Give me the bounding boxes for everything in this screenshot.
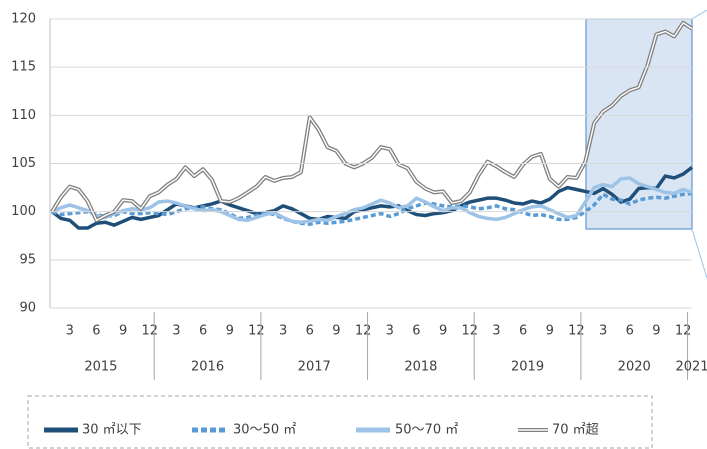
x-tick-label: 9 xyxy=(546,324,554,339)
year-label: 2017 xyxy=(298,360,331,375)
x-tick-label: 3 xyxy=(386,324,394,339)
x-tick-label: 9 xyxy=(119,324,127,339)
x-tick-label: 6 xyxy=(92,324,100,339)
series-line xyxy=(51,176,693,225)
y-tick-label: 120 xyxy=(11,12,36,27)
zoom-line xyxy=(691,9,707,20)
x-tick-label: 6 xyxy=(519,324,527,339)
x-tick-label: 12 xyxy=(248,324,265,339)
y-tick-label: 105 xyxy=(11,156,36,171)
x-tick-label: 9 xyxy=(652,324,660,339)
year-label: 2019 xyxy=(511,360,544,375)
legend-label: 30 ㎡以下 xyxy=(82,423,142,438)
y-tick-label: 90 xyxy=(19,301,36,316)
y-tick-label: 115 xyxy=(11,60,36,75)
legend-box xyxy=(27,395,653,449)
x-tick-label: 3 xyxy=(599,324,607,339)
year-label: 2020 xyxy=(618,360,651,375)
x-tick-label: 3 xyxy=(66,324,74,339)
x-tick-label: 3 xyxy=(492,324,500,339)
x-tick-label: 12 xyxy=(675,324,692,339)
x-tick-label: 12 xyxy=(355,324,372,339)
zoom-line xyxy=(691,228,707,279)
x-tick-label: 12 xyxy=(142,324,159,339)
x-tick-label: 6 xyxy=(306,324,314,339)
year-label: 2016 xyxy=(191,360,224,375)
x-tick-label: 12 xyxy=(568,324,585,339)
x-tick-label: 3 xyxy=(279,324,287,339)
x-tick-label: 6 xyxy=(626,324,634,339)
y-tick-label: 95 xyxy=(19,252,36,267)
x-tick-label: 12 xyxy=(462,324,479,339)
series-line xyxy=(51,191,693,226)
series-line xyxy=(50,165,694,230)
x-tick-label: 6 xyxy=(412,324,420,339)
y-tick-label: 110 xyxy=(11,108,36,123)
y-tick-label: 100 xyxy=(11,204,36,219)
x-tick-label: 9 xyxy=(439,324,447,339)
year-label: 2018 xyxy=(404,360,437,375)
legend-label: 70 ㎡超 xyxy=(552,423,599,438)
x-tick-label: 9 xyxy=(226,324,234,339)
x-tick-label: 9 xyxy=(332,324,340,339)
legend-label: 50〜70 ㎡ xyxy=(395,423,458,438)
x-tick-label: 3 xyxy=(172,324,180,339)
year-label: 2015 xyxy=(84,360,117,375)
series-line-inner xyxy=(51,22,693,222)
x-tick-label: 6 xyxy=(199,324,207,339)
legend-label: 30〜50 ㎡ xyxy=(233,423,296,438)
year-label: 2021 xyxy=(675,360,707,375)
plot xyxy=(50,20,694,230)
